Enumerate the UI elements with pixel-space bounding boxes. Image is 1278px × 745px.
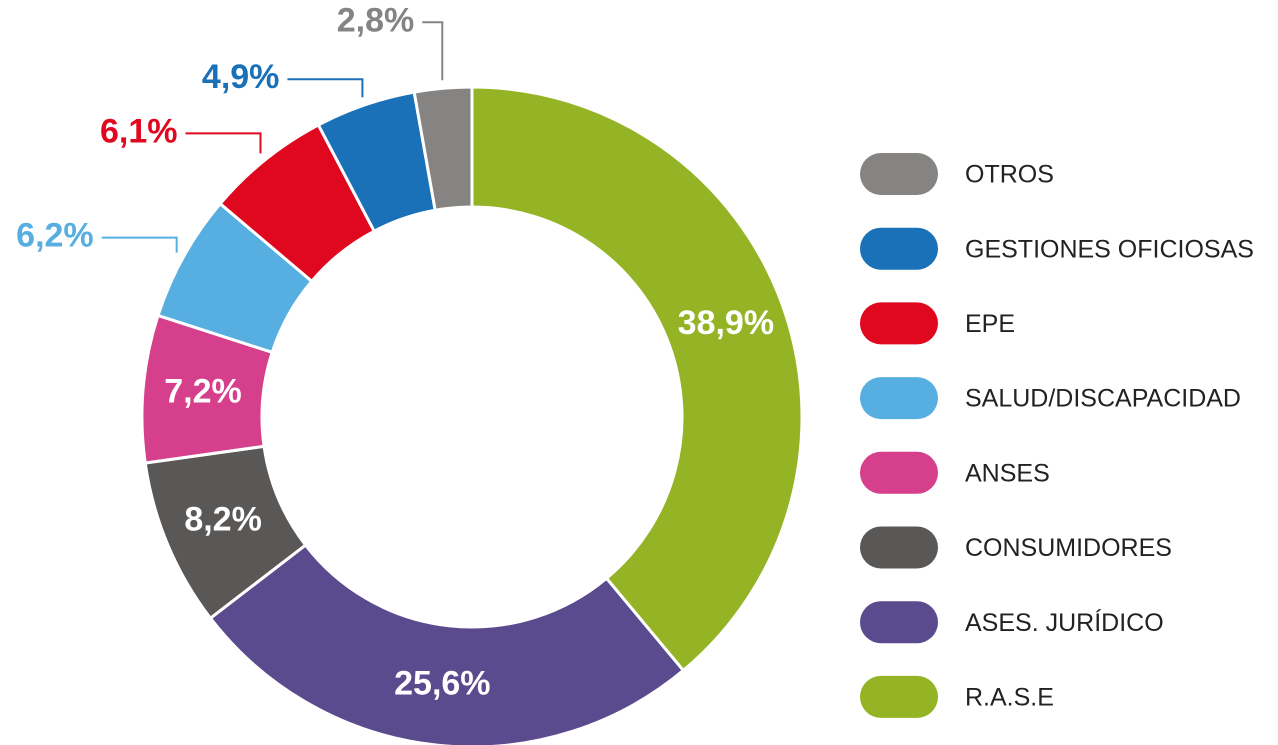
legend-swatch bbox=[860, 526, 938, 569]
legend-swatch bbox=[860, 451, 938, 494]
leader-line bbox=[101, 236, 178, 253]
legend-label: SALUD/DISCAPACIDAD bbox=[965, 385, 1241, 413]
legend-swatch bbox=[860, 377, 938, 420]
value-label: 38,9% bbox=[678, 304, 774, 342]
donut-slice bbox=[208, 542, 686, 745]
legend-swatch bbox=[860, 601, 938, 644]
legend-label: ASES. JURÍDICO bbox=[965, 608, 1164, 637]
donut-slice bbox=[470, 85, 804, 673]
value-label: 6,1% bbox=[100, 112, 178, 150]
leader-line bbox=[422, 21, 444, 81]
legend-label: R.A.S.E bbox=[965, 684, 1054, 712]
value-label: 4,9% bbox=[202, 58, 280, 96]
value-label: 7,2% bbox=[164, 373, 242, 411]
leader-line bbox=[287, 78, 364, 98]
donut-slice bbox=[412, 85, 474, 212]
legend-swatch bbox=[860, 675, 938, 718]
legend-label: OTROS bbox=[965, 161, 1054, 189]
legend-swatch bbox=[860, 302, 938, 345]
value-label: 6,2% bbox=[16, 217, 94, 255]
legend-swatch bbox=[860, 227, 938, 270]
value-label: 2,8% bbox=[337, 1, 415, 39]
legend-label: ANSES bbox=[965, 459, 1050, 487]
legend-swatch bbox=[860, 153, 938, 195]
legend-label: EPE bbox=[965, 310, 1015, 338]
leader-line bbox=[185, 132, 262, 154]
legend-label: GESTIONES OFICIOSAS bbox=[965, 235, 1254, 263]
value-label: 8,2% bbox=[184, 501, 262, 539]
value-label: 25,6% bbox=[394, 664, 490, 702]
legend-label: CONSUMIDORES bbox=[965, 534, 1172, 562]
